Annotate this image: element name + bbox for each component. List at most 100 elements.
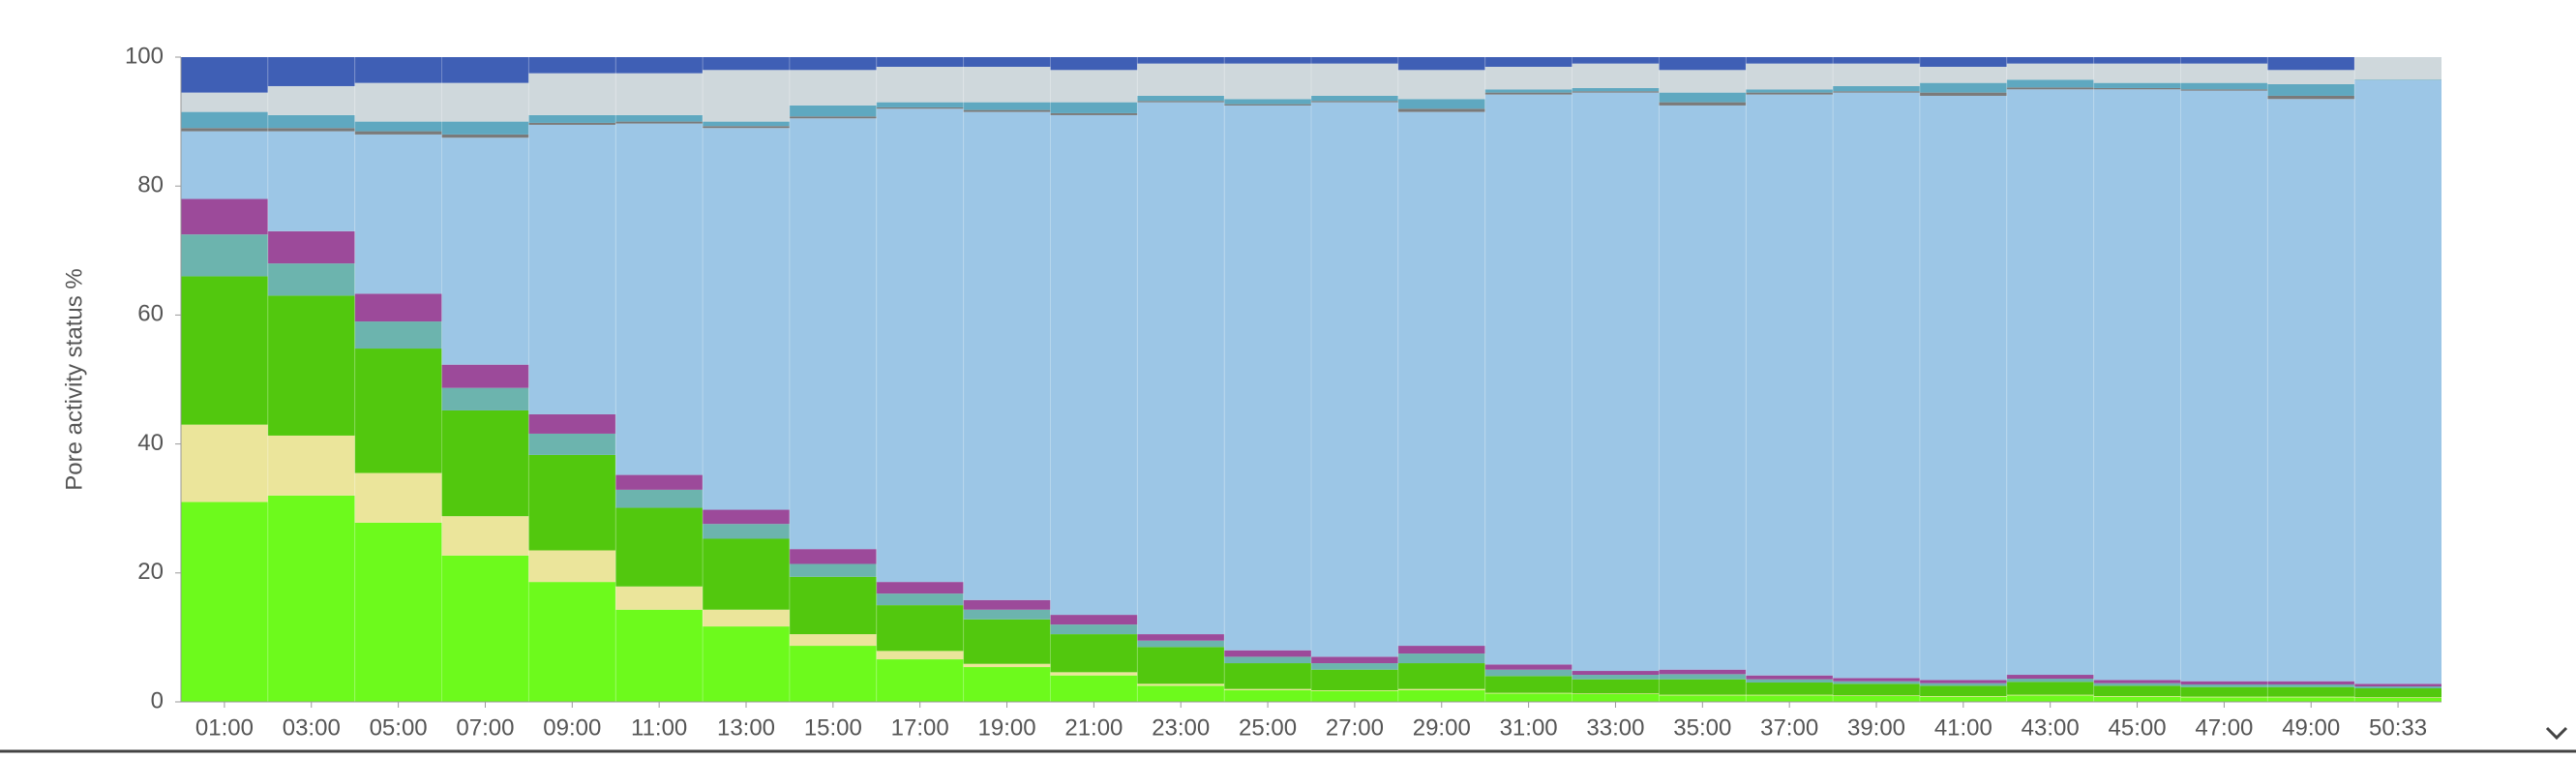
bar-segment xyxy=(1919,680,2007,683)
bar-segment xyxy=(1311,101,1398,103)
bar-segment xyxy=(2267,99,2355,682)
bar-segment xyxy=(1572,57,1660,64)
bar-segment xyxy=(1659,102,1747,106)
bar-segment xyxy=(2093,57,2181,64)
bar-segment xyxy=(2180,89,2268,91)
bar-segment xyxy=(181,131,268,199)
bar-segment xyxy=(1833,92,1920,679)
bar-segment xyxy=(1572,91,1660,93)
bar-segment xyxy=(789,549,877,564)
bar-segment xyxy=(1746,63,1834,90)
bar-segment xyxy=(1572,87,1660,92)
bar-segment xyxy=(1050,675,1138,702)
x-tick-label: 05:00 xyxy=(370,714,428,741)
bar-segment xyxy=(1919,95,2007,681)
bar-segment xyxy=(528,582,616,702)
bar-segment xyxy=(2354,79,2441,80)
bar-segment xyxy=(789,57,877,71)
bar-segment xyxy=(963,663,1051,668)
bar-segment xyxy=(181,198,268,235)
bar-segment xyxy=(181,424,268,502)
bar-segment xyxy=(1224,57,1311,64)
bar-segment xyxy=(876,651,964,660)
bar-segment xyxy=(1572,671,1660,676)
bar-segment xyxy=(2267,70,2355,84)
bar-segment xyxy=(703,128,790,510)
bar-segment xyxy=(615,489,704,508)
y-tick-label: 60 xyxy=(137,301,164,327)
x-tick-label: 27:00 xyxy=(1326,714,1384,741)
bar-segment xyxy=(963,111,1051,600)
bar-segment xyxy=(441,516,529,556)
bar-segment xyxy=(441,121,529,135)
x-tick-label: 13:00 xyxy=(717,714,775,741)
bar-segment xyxy=(2267,95,2355,100)
bar-segment xyxy=(2006,694,2094,696)
bar-segment xyxy=(2006,675,2094,680)
bar-segment xyxy=(1311,690,1398,702)
bar-segment xyxy=(2006,679,2094,683)
x-tick-label: 29:00 xyxy=(1413,714,1471,741)
bar-segment xyxy=(963,609,1051,620)
bar-segment xyxy=(267,435,355,496)
bar-segment xyxy=(181,57,268,93)
bar-segment xyxy=(354,293,442,322)
bar-segment xyxy=(441,410,529,517)
bar-segment xyxy=(615,57,704,74)
bar-segment xyxy=(963,102,1051,110)
bar-segment xyxy=(1397,646,1485,654)
bar-segment xyxy=(703,121,790,127)
bar-segment xyxy=(528,57,616,74)
x-tick-label: 50:33 xyxy=(2369,714,2427,741)
bar-segment xyxy=(615,586,704,610)
bar-segment xyxy=(354,121,442,132)
bar-segment xyxy=(1137,685,1225,702)
bar-segment xyxy=(441,364,529,388)
bar-segment xyxy=(1224,99,1311,105)
bar-segment xyxy=(2180,90,2268,682)
bar-segment xyxy=(528,413,616,434)
bar-segment xyxy=(441,387,529,410)
bar-segment xyxy=(703,524,790,539)
bar-segment xyxy=(2180,57,2268,64)
bar-segment xyxy=(181,92,268,112)
bar-segment xyxy=(1397,688,1485,691)
bar-segment xyxy=(2180,82,2268,90)
bar-segment xyxy=(1919,685,2007,697)
x-tick-label: 19:00 xyxy=(978,714,1036,741)
bar-segment xyxy=(2006,63,2094,80)
bar-segment xyxy=(1833,695,1920,697)
bar-segment xyxy=(1572,675,1660,680)
bar-segment xyxy=(789,116,877,119)
bar-segment xyxy=(1484,692,1573,694)
y-tick-label: 20 xyxy=(137,559,164,585)
bar-segment xyxy=(1224,663,1311,689)
x-tick-label: 49:00 xyxy=(2282,714,2340,741)
scroll-arrow[interactable] xyxy=(2545,726,2568,741)
bar-segment xyxy=(1572,92,1660,672)
x-tick-label: 43:00 xyxy=(2022,714,2080,741)
bar-segment xyxy=(1659,57,1747,71)
bar-segment xyxy=(1137,640,1225,648)
bar-segment xyxy=(2093,680,2181,683)
y-tick-label: 80 xyxy=(137,172,164,198)
bar-segment xyxy=(528,73,616,115)
bar-segment xyxy=(876,593,964,606)
bar-segment xyxy=(1746,92,1834,95)
bar-segment xyxy=(1659,92,1747,103)
bar-segment xyxy=(2006,89,2094,676)
bar-segment xyxy=(354,134,442,294)
bar-segment xyxy=(2006,87,2094,90)
bar-segment xyxy=(1137,634,1225,641)
bar-segment xyxy=(441,82,529,122)
bar-segment xyxy=(2180,686,2268,697)
bar-segment xyxy=(1137,647,1225,684)
bar-segment xyxy=(1397,70,1485,100)
bar-segment xyxy=(1050,57,1138,71)
bar-segment xyxy=(703,126,790,129)
y-tick-label: 0 xyxy=(151,687,164,713)
bar-segment xyxy=(181,234,268,277)
bar-segment xyxy=(615,73,704,115)
bar-segment xyxy=(2180,696,2268,698)
